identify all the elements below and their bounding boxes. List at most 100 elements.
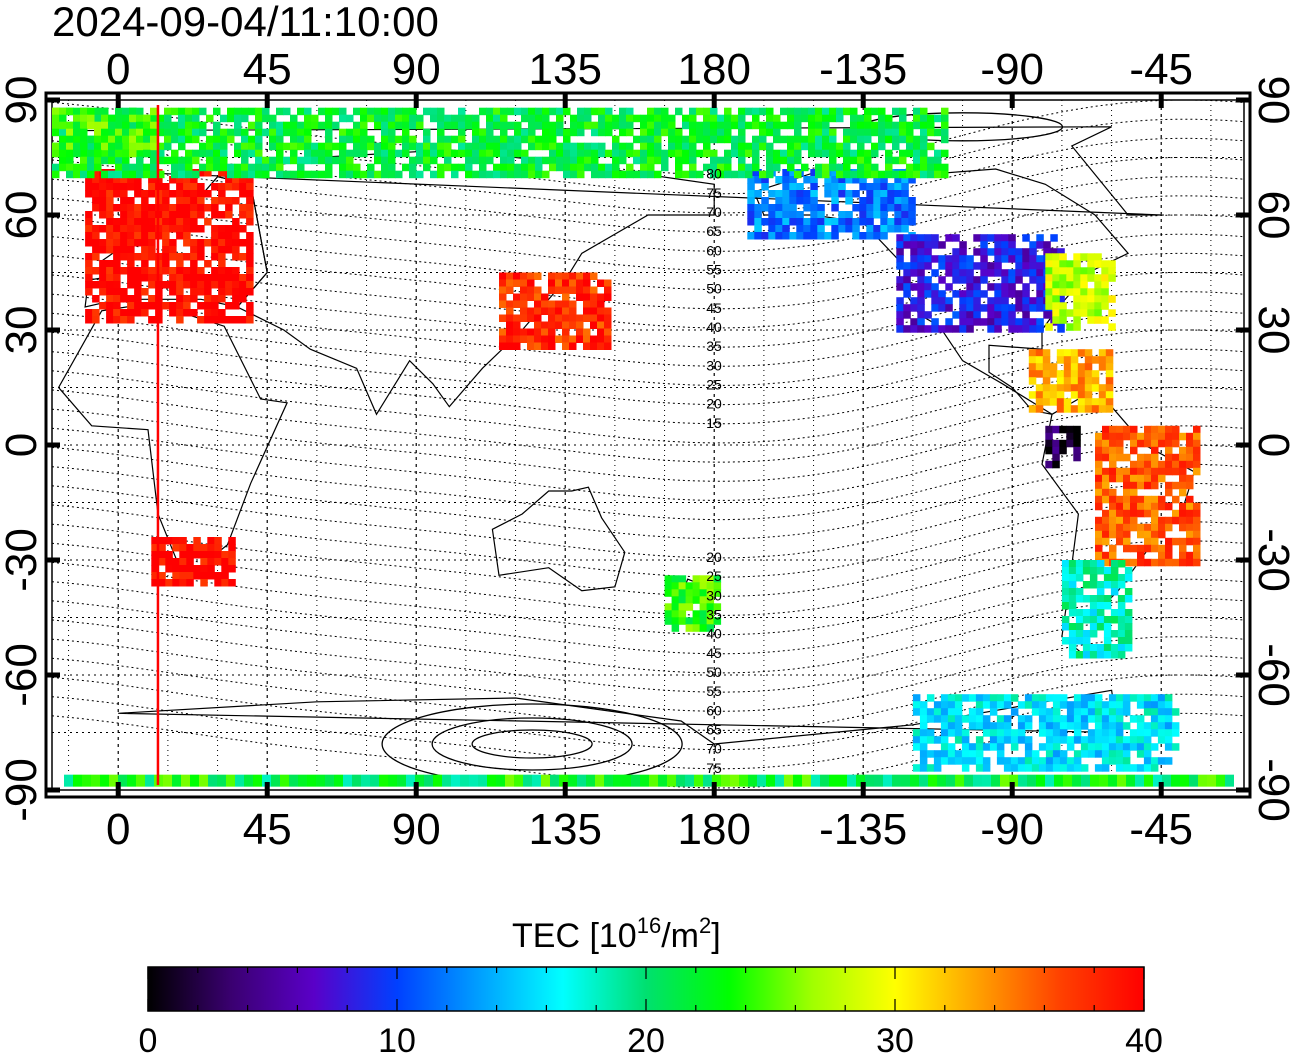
tec-cell — [717, 121, 725, 130]
tec-cell — [1080, 267, 1088, 275]
tec-cell — [527, 314, 535, 322]
tec-cell — [924, 290, 932, 298]
tec-cell — [73, 135, 81, 144]
tec-cell — [190, 774, 199, 787]
tec-cell — [959, 318, 967, 326]
tec-cell — [451, 121, 459, 130]
tec-cell — [1052, 446, 1060, 455]
tec-cell — [172, 544, 180, 552]
tec-cell — [766, 121, 774, 130]
tec-cell — [1150, 722, 1159, 730]
tec-cell — [213, 135, 221, 144]
tec-cell — [542, 128, 550, 137]
tec-cell — [899, 156, 907, 165]
tec-cell — [1045, 302, 1053, 310]
tec-cell — [241, 135, 249, 144]
tec-cell — [232, 183, 240, 191]
tec-cell — [127, 246, 135, 254]
tec-cell — [1001, 304, 1009, 312]
tec-cell — [1073, 757, 1082, 765]
tec-cell — [1001, 276, 1009, 284]
tec-cell — [696, 121, 704, 130]
tec-cell — [542, 114, 550, 123]
tec-cell — [1052, 302, 1060, 310]
tec-cell — [297, 170, 305, 179]
mlat-label: 35 — [706, 606, 722, 622]
tec-cell — [1010, 757, 1019, 765]
tec-cell — [959, 241, 967, 249]
tec-cell — [143, 121, 151, 130]
tec-cell — [1089, 595, 1098, 603]
tec-cell — [500, 156, 508, 165]
tec-cell — [1045, 715, 1054, 723]
tec-cell — [738, 135, 746, 144]
tec-cell — [775, 211, 783, 219]
tec-cell — [1193, 516, 1201, 525]
tec-cell — [134, 274, 142, 282]
tec-cell — [1068, 602, 1077, 610]
tec-cell — [562, 300, 570, 308]
tec-cell — [1101, 750, 1110, 758]
tec-cell — [910, 241, 918, 249]
tec-cell — [64, 774, 73, 787]
tec-cell — [262, 107, 270, 116]
tec-cell — [1101, 274, 1109, 282]
tec-cell — [549, 142, 557, 151]
tec-cell — [185, 149, 193, 158]
tec-cell — [1130, 502, 1138, 511]
tec-cell — [423, 135, 431, 144]
tec-cell — [633, 114, 641, 123]
tec-cell — [87, 149, 95, 158]
tec-cell — [703, 135, 711, 144]
tec-cell — [1172, 537, 1180, 546]
tec-cell — [598, 107, 606, 116]
tec-cell — [1068, 637, 1077, 645]
tec-cell — [563, 107, 571, 116]
tec-cell — [901, 204, 909, 212]
tec-cell — [92, 169, 100, 177]
tec-cell — [127, 260, 135, 268]
tec-cell — [1157, 701, 1166, 709]
tec-cell — [1108, 743, 1117, 751]
tec-cell — [1091, 405, 1100, 413]
tec-cell — [885, 163, 893, 172]
tec-cell — [172, 774, 181, 787]
tec-cell — [1024, 722, 1033, 730]
tec-cell — [493, 135, 501, 144]
tec-cell — [451, 149, 459, 158]
tec-cell — [1031, 701, 1040, 709]
tec-cell — [367, 170, 375, 179]
tec-cell — [880, 204, 888, 212]
tec-cell — [626, 128, 634, 137]
tec-cell — [961, 694, 970, 702]
tec-cell — [1186, 558, 1194, 567]
mlat-label: 80 — [706, 166, 722, 182]
tec-cell — [1109, 432, 1117, 441]
tec-cell — [808, 121, 816, 130]
tec-cell — [982, 729, 991, 737]
tec-cell — [873, 204, 881, 212]
tec-cell — [527, 335, 535, 343]
tec-cell — [106, 190, 114, 198]
tec-cell — [896, 318, 904, 326]
tec-cell — [1045, 708, 1054, 716]
tec-cell — [367, 163, 375, 172]
tec-cell — [973, 297, 981, 305]
tec-cell — [141, 232, 149, 240]
tec-cell — [1103, 581, 1112, 589]
tec-cell — [499, 293, 507, 301]
tec-cell — [85, 225, 93, 233]
tec-cell — [689, 114, 697, 123]
mlat-label: 70 — [706, 741, 722, 757]
tec-cell — [910, 325, 918, 333]
tec-cell — [924, 234, 932, 242]
tec-cell — [689, 121, 697, 130]
tec-cell — [1130, 439, 1138, 448]
tec-cell — [1080, 281, 1088, 289]
tec-cell — [590, 293, 598, 301]
tec-cell — [106, 176, 114, 184]
tec-cell — [831, 225, 839, 233]
tec-cell — [1193, 432, 1201, 441]
tec-cell — [933, 750, 942, 758]
